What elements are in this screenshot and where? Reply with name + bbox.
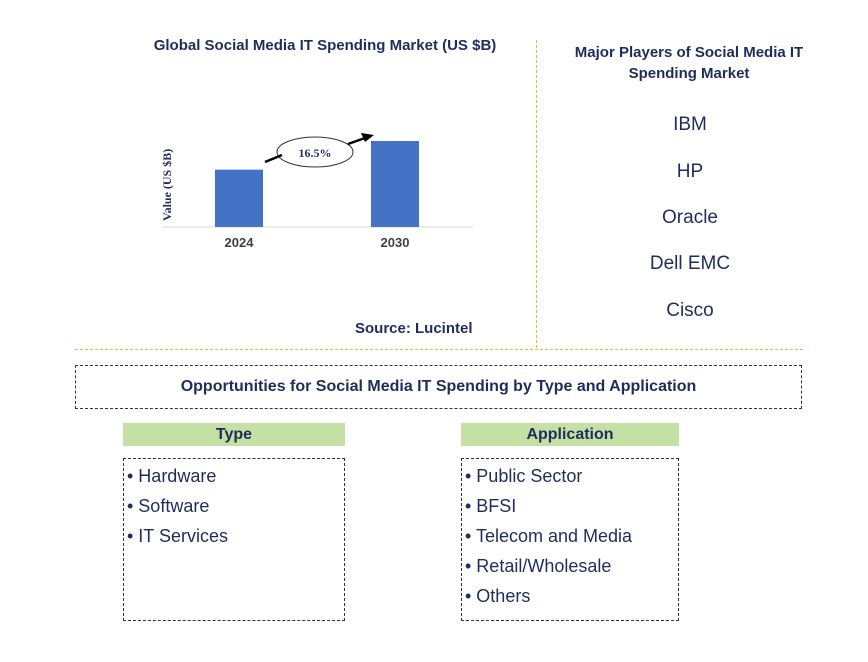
y-axis-label: Value (US $B) bbox=[160, 149, 174, 221]
chart-title: Global Social Media IT Spending Market (… bbox=[153, 37, 497, 54]
cagr-label: 16.5% bbox=[299, 146, 332, 160]
x-tick-label: 2024 bbox=[225, 235, 255, 250]
type-list: • Hardware • Software • IT Services bbox=[123, 458, 345, 621]
application-list: • Public Sector • BFSI • Telecom and Med… bbox=[461, 458, 679, 621]
list-item: • Others bbox=[465, 586, 531, 606]
bar-chart: Value (US $B) 2024 2030 16.5% bbox=[160, 133, 473, 250]
list-item: • Hardware bbox=[127, 466, 217, 486]
player-item: HP bbox=[676, 161, 704, 182]
list-item: • BFSI bbox=[465, 496, 517, 516]
vertical-divider bbox=[536, 40, 537, 348]
player-item: Dell EMC bbox=[649, 253, 731, 274]
bar-2024 bbox=[215, 169, 263, 227]
player-item: Cisco bbox=[666, 300, 714, 321]
list-item: • Telecom and Media bbox=[465, 526, 633, 546]
list-item: • Public Sector bbox=[465, 466, 583, 486]
x-tick-label: 2030 bbox=[381, 235, 410, 250]
horizontal-divider bbox=[75, 349, 803, 350]
type-header: Type bbox=[123, 423, 345, 446]
bar-2030 bbox=[371, 141, 419, 227]
opportunities-title: Opportunities for Social Media IT Spendi… bbox=[75, 365, 802, 409]
players-title: Major Players of Social Media IT Spendin… bbox=[574, 44, 804, 82]
list-item: • Retail/Wholesale bbox=[465, 556, 612, 576]
list-item: • IT Services bbox=[127, 526, 228, 546]
list-item: • Software bbox=[127, 496, 210, 516]
cagr-arrow-right bbox=[347, 136, 366, 146]
cagr-arrow-head bbox=[361, 133, 374, 142]
player-item: IBM bbox=[673, 114, 707, 135]
player-item: Oracle bbox=[662, 207, 718, 228]
cagr-ellipse bbox=[276, 136, 354, 168]
cagr-arrow-left bbox=[264, 153, 283, 164]
application-header: Application bbox=[461, 423, 679, 446]
source-note: Source: Lucintel bbox=[355, 320, 473, 337]
